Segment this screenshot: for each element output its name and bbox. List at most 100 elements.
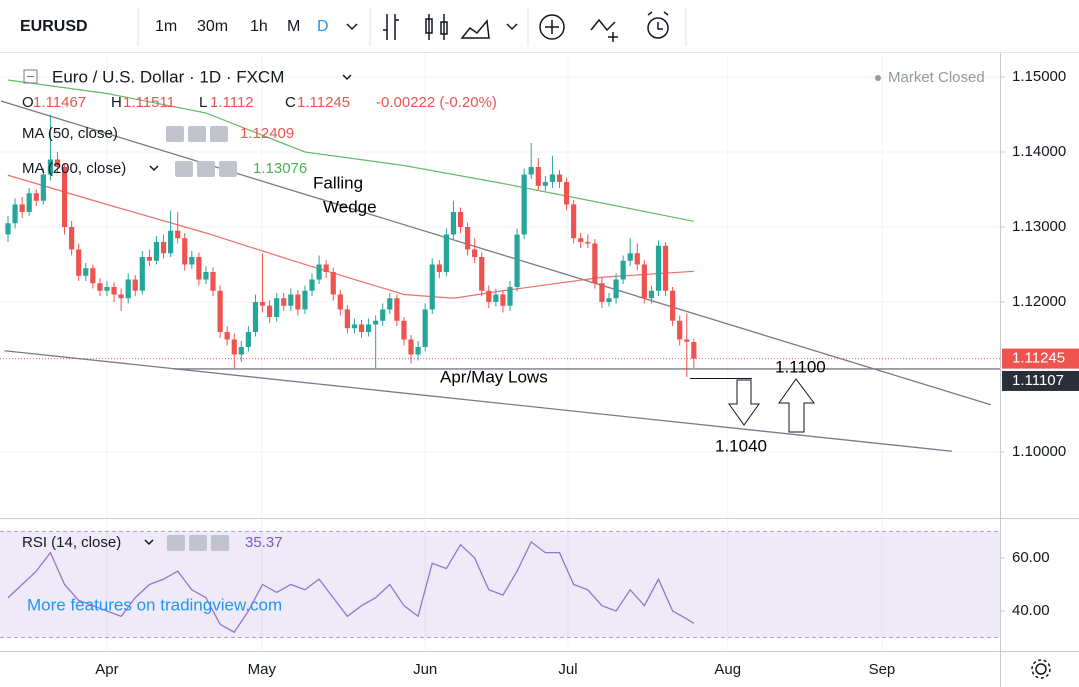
candle-body [337,294,343,310]
interval[interactable]: 1h [250,18,268,35]
interval[interactable]: 1m [155,18,177,35]
candle-body [429,264,435,310]
candle-body [620,260,626,280]
chart-title: Euro / U.S. Dollar · 1D · FXCM [52,67,284,86]
candle-body [245,331,251,347]
candle-body [436,264,442,272]
candle-body [40,174,46,201]
interval[interactable]: M [287,18,300,35]
candle-body [5,223,11,235]
candle-body [210,271,216,291]
candle-body [662,245,669,291]
settings-icon[interactable] [1031,659,1051,679]
alert-icon[interactable] [647,11,669,39]
ma50-legend: MA (50, close) [22,125,118,142]
candle-body [514,234,520,287]
ohlc-high: 1.11511 [123,94,175,111]
ma50-value: 1.12409 [240,125,294,142]
y-tick-label: 1.15000 [1012,68,1066,85]
x-tick-label: Aug [714,661,741,678]
rsi-legend: RSI (14, close) [22,534,121,551]
candle-body [295,294,301,310]
candle-body [677,320,683,340]
candle-body [563,181,570,205]
toolbar: EURUSD 1m 30m 1h M D [0,0,1079,53]
bars-icon[interactable] [383,14,399,40]
candle-body [655,245,662,291]
grid [0,53,1000,650]
ohlc-close: 1.11245 [297,94,350,111]
candles-icon[interactable] [425,14,448,40]
ma-line [7,79,694,222]
candle-body [76,249,82,276]
candle-body [578,238,584,242]
interval-active[interactable]: D [317,18,329,35]
candle-body [691,341,697,359]
market-status: Market Closed [888,69,985,86]
candle-body [139,256,145,291]
candle-body [528,166,534,175]
trend-line [0,100,991,406]
candle-body [302,290,308,310]
title-dropdown[interactable] [342,74,352,81]
last-price-label: 1.11245 [1012,350,1065,367]
candle-body [90,268,96,284]
candle-body [111,286,117,295]
candle-body [486,290,492,302]
add-indicator-icon[interactable] [539,14,565,40]
candle-body [252,301,259,332]
interval[interactable]: 30m [197,18,228,35]
area-icon[interactable] [460,19,490,39]
candle-body [316,264,322,280]
down-arrow [728,379,760,426]
candle-body [47,159,54,175]
candle-body [387,298,393,310]
rsi-value: 35.37 [245,534,283,551]
candle-body [168,230,174,254]
ma200-dropdown[interactable] [149,165,159,172]
candle-body [500,294,506,306]
compare-icon[interactable] [590,18,618,42]
candle-body [281,298,287,306]
candle-body [344,309,350,329]
candle-body [549,174,556,182]
candle-body [330,271,336,295]
ohlc-prefix: O [22,94,34,111]
main-pane [0,79,1000,452]
x-tick-label: Sep [869,661,896,678]
candle-body [592,243,598,284]
candle-body [33,193,39,201]
candle-body [97,283,103,291]
collapse-icon[interactable] [23,69,38,84]
level-label: 1.11107 [1012,372,1064,389]
candle-body [132,279,138,291]
candle-body [12,204,18,224]
x-tick-label: May [248,661,277,678]
rsi-y-tick-label: 40.00 [1012,602,1050,619]
ma200-value: 1.13076 [253,160,307,177]
rsi-dropdown[interactable] [144,539,154,546]
dropdown-icon[interactable] [346,23,358,31]
annotation: 1.1040 [715,436,767,455]
candle-body [627,253,633,261]
candle-body [464,226,471,250]
trend-line [4,350,952,452]
candle-body [472,249,478,257]
candle-body [351,324,358,329]
watermark[interactable]: More features on tradingview.com [27,595,282,614]
ma200-legend: MA (200, close) [22,160,126,177]
candle-body [542,181,548,186]
dropdown-icon[interactable] [506,23,518,31]
y-tick-label: 1.10000 [1012,443,1066,460]
candle-body [153,241,160,261]
candle-body [196,256,202,280]
legend-icons[interactable] [166,126,237,551]
candle-body [535,166,541,186]
annotation: Apr/May Lows [440,367,548,386]
candle-body [146,256,153,261]
candle-body [231,339,237,355]
symbol[interactable]: EURUSD [20,18,88,35]
candle-body [160,241,167,254]
up-arrow [778,378,815,433]
